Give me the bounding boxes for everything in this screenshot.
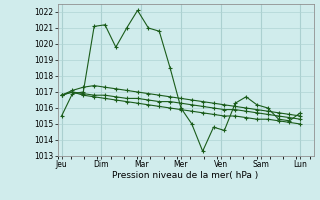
X-axis label: Pression niveau de la mer( hPa ): Pression niveau de la mer( hPa ): [112, 171, 259, 180]
